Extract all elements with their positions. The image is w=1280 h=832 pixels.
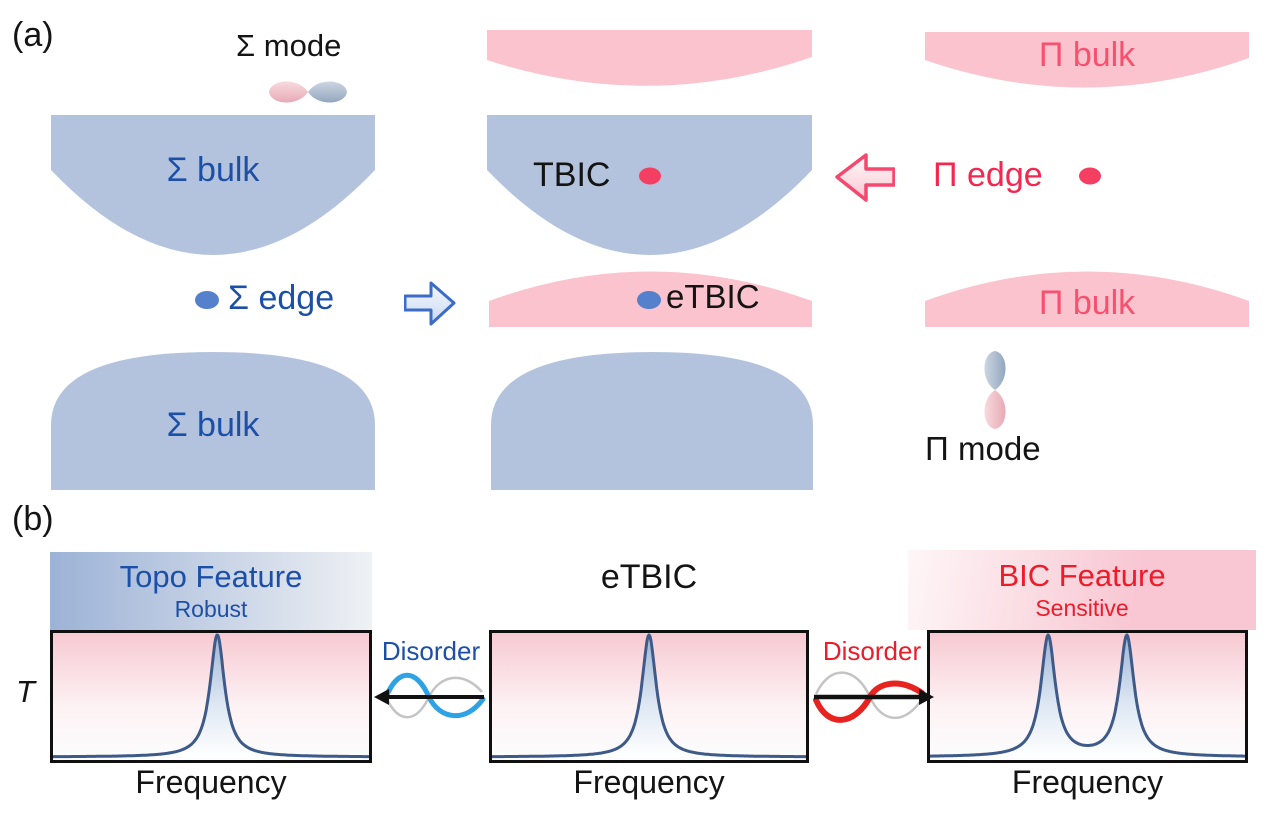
tbic-state-dot bbox=[639, 167, 661, 185]
etbic-spectrum-box bbox=[489, 630, 809, 763]
pi-bulk-band-top-middle bbox=[487, 30, 812, 86]
etbic-label: eTBIC bbox=[666, 278, 760, 315]
topo-feature-title: Topo Feature bbox=[119, 559, 303, 594]
pi-mode-orbital-icon bbox=[984, 351, 1006, 429]
pi-mode-label: Π mode bbox=[925, 430, 1041, 467]
sigma-orbital-blue-lobe bbox=[308, 81, 347, 103]
sigma-mode-orbital-icon bbox=[269, 81, 347, 103]
sigma-edge-label: Σ edge bbox=[228, 279, 335, 317]
etbic-spectrum-title: eTBIC bbox=[600, 558, 698, 596]
bic-spectrum-box bbox=[927, 630, 1248, 763]
pi-bulk-band-top-right bbox=[925, 32, 1249, 88]
etbic-state-dot bbox=[637, 291, 661, 309]
bic-feature-header: BIC Feature Sensitive bbox=[908, 550, 1256, 630]
pi-orbital-pink-lobe bbox=[984, 390, 1006, 429]
frequency-axis-label-center: Frequency bbox=[573, 764, 725, 800]
topo-feature-subtitle: Robust bbox=[174, 596, 248, 622]
disorder-wave-right-icon bbox=[813, 671, 934, 723]
pi-edge-to-tbic-arrow-icon bbox=[835, 153, 895, 202]
sigma-bulk-band-top-left bbox=[51, 115, 375, 255]
pi-edge-label: Π edge bbox=[933, 156, 1043, 194]
sigma-bulk-band-middle bbox=[487, 115, 812, 255]
etbic-spectrum-curve bbox=[492, 633, 806, 759]
transmission-axis-label: T bbox=[16, 674, 35, 709]
sigma-bulk-bottom-label: Σ bulk bbox=[166, 406, 260, 444]
frequency-axis-label-right: Frequency bbox=[1011, 764, 1164, 800]
sigma-bulk-top-label: Σ bulk bbox=[166, 151, 260, 189]
sigma-orbital-pink-lobe bbox=[269, 81, 308, 103]
bic-feature-subtitle: Sensitive bbox=[1035, 595, 1129, 621]
sigma-bulk-dome-bottom-left bbox=[51, 352, 375, 490]
sigma-edge-to-etbic-arrow-icon bbox=[404, 281, 456, 326]
pi-bulk-top-label: Π bulk bbox=[1038, 36, 1136, 74]
frequency-axis-label-left: Frequency bbox=[135, 764, 287, 800]
sigma-bulk-dome-bottom-middle bbox=[491, 352, 813, 490]
panel-a-label: (a) bbox=[12, 16, 54, 54]
sigma-edge-state-dot bbox=[195, 291, 219, 309]
panel-b-label: (b) bbox=[12, 500, 54, 538]
pi-bulk-mid-label: Π bulk bbox=[1038, 284, 1136, 322]
topo-feature-header: Topo Feature Robust bbox=[50, 552, 372, 630]
disorder-wave-left-icon bbox=[374, 672, 486, 719]
sigma-mode-label: Σ mode bbox=[236, 28, 342, 63]
disorder-right-label: Disorder bbox=[822, 636, 922, 666]
topo-spectrum-curve bbox=[53, 633, 369, 759]
tbic-label: TBIC bbox=[533, 156, 611, 194]
bic-feature-title: BIC Feature bbox=[998, 558, 1166, 593]
band-diagram bbox=[51, 30, 1249, 490]
pi-edge-state-dot bbox=[1079, 167, 1101, 185]
pi-band-arch-right bbox=[925, 271, 1249, 327]
pi-orbital-blue-lobe bbox=[984, 351, 1006, 390]
bic-spectrum-curve bbox=[930, 633, 1245, 758]
disorder-left-label: Disorder bbox=[381, 636, 481, 666]
topo-spectrum-box bbox=[50, 630, 372, 763]
